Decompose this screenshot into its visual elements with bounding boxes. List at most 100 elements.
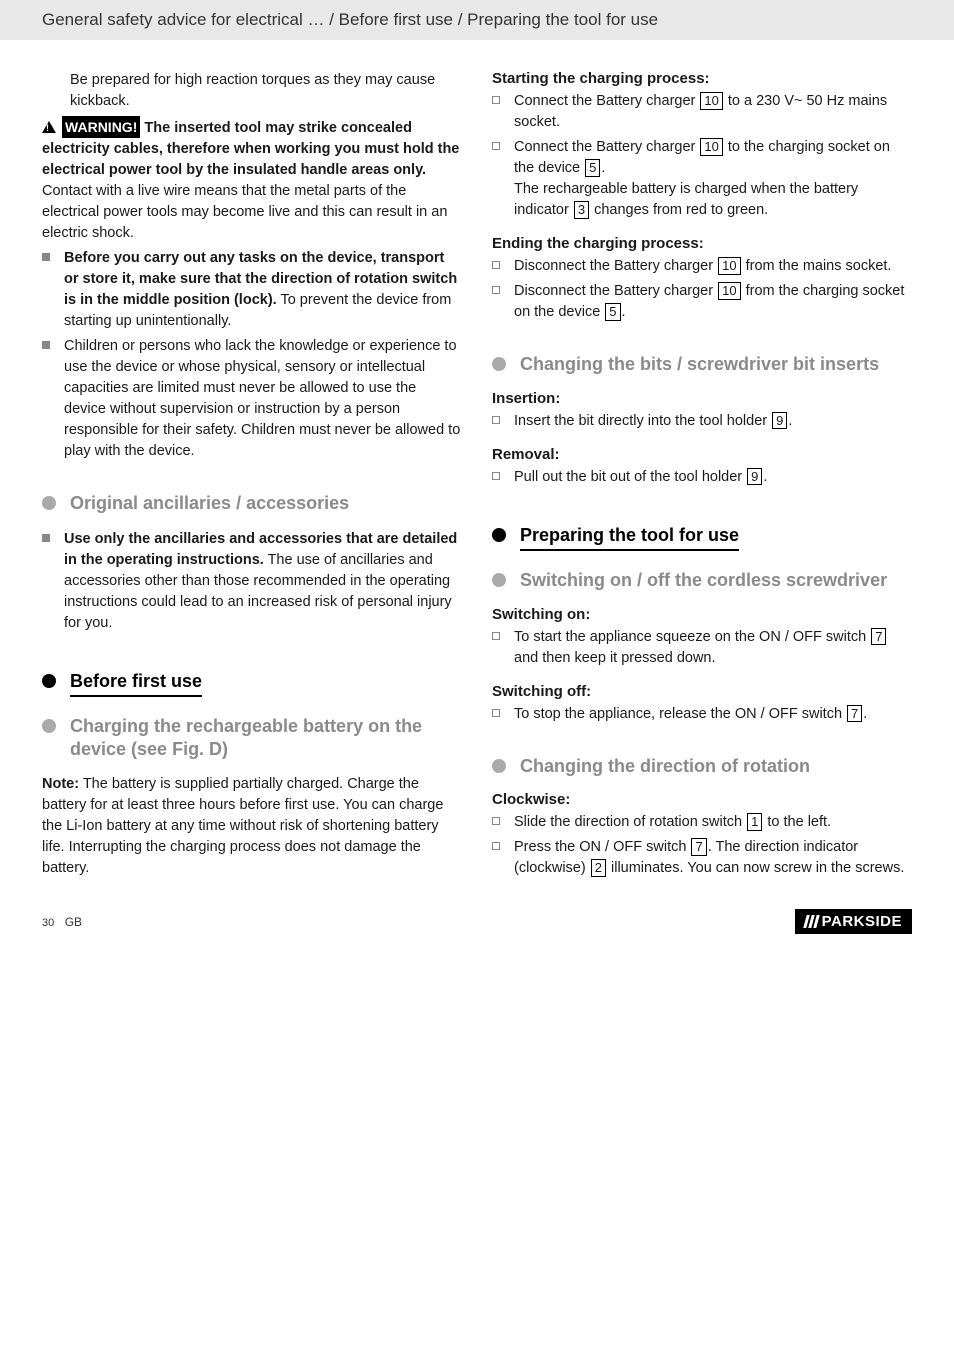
header-bar: General safety advice for electrical … /… [0,0,954,40]
h-before: Before first use [70,670,202,698]
ref-10: 10 [700,92,722,110]
dot-grey-icon [42,496,56,510]
list-text: Press the ON / OFF switch 7. The directi… [514,837,912,879]
square-bullet-icon [42,534,50,542]
list-item: Connect the Battery charger 10 to the ch… [492,137,912,221]
h-swoff: Switching off: [492,683,912,700]
note-label: Note: [42,776,79,792]
open-square-icon [492,261,500,269]
list-text: Connect the Battery charger 10 to the ch… [514,137,912,221]
h-end: Ending the charging process: [492,235,912,252]
open-square-icon [492,286,500,294]
ref-10: 10 [700,138,722,156]
ref-7: 7 [691,838,706,856]
header-title: General safety advice for electrical … /… [42,10,658,29]
square-bullet-icon [42,341,50,349]
h-removal: Removal: [492,446,912,463]
ref-7: 7 [871,628,886,646]
note-block: Note: The battery is supplied partially … [42,774,462,879]
section-charging: Charging the rechargeable battery on the… [42,715,462,760]
ref-5: 5 [585,159,600,177]
dot-grey-icon [492,357,506,371]
bullet-item: Children or persons who lack the knowled… [42,336,462,462]
page-info: 30 GB [42,913,82,931]
list-item: To start the appliance squeeze on the ON… [492,627,912,669]
h-bits: Changing the bits / screwdriver bit inse… [520,353,879,376]
page-number: 30 [42,917,54,929]
open-square-icon [492,472,500,480]
dot-grey-icon [42,719,56,733]
section-before: Before first use [42,670,462,698]
warning-triangle-icon [42,121,56,133]
dot-black-icon [42,674,56,688]
ref-2: 2 [591,859,606,877]
ref-7: 7 [847,705,862,723]
open-square-icon [492,817,500,825]
bullet-item: Before you carry out any tasks on the de… [42,248,462,332]
intro-text: Be prepared for high reaction torques as… [70,70,462,112]
open-square-icon [492,96,500,104]
h-cw: Clockwise: [492,791,912,808]
h-switch: Switching on / off the cordless screwdri… [520,569,887,592]
section-rotation: Changing the direction of rotation [492,755,912,778]
list-text: Disconnect the Battery charger 10 from t… [514,281,912,323]
h-start: Starting the charging process: [492,70,912,87]
h-ancillaries: Original ancillaries / accessories [70,492,349,515]
brand-logo: PARKSIDE [795,909,912,934]
list-item: Slide the direction of rotation switch 1… [492,812,912,833]
open-square-icon [492,842,500,850]
list-item: Disconnect the Battery charger 10 from t… [492,256,912,277]
list-text: To stop the appliance, release the ON / … [514,704,867,725]
b3-text: Children or persons who lack the knowled… [64,336,462,462]
section-prep: Preparing the tool for use [492,524,912,552]
section-ancillaries: Original ancillaries / accessories [42,492,462,515]
list-text: Slide the direction of rotation switch 1… [514,812,831,833]
note-body: The battery is supplied partially charge… [42,776,443,876]
bullet-text: Before you carry out any tasks on the de… [64,248,462,332]
open-square-icon [492,142,500,150]
brand-text: PARKSIDE [822,913,902,930]
footer: 30 GB PARKSIDE [0,899,954,952]
open-square-icon [492,709,500,717]
section-bits: Changing the bits / screwdriver bit inse… [492,353,912,376]
ref-1: 1 [747,813,762,831]
ref-3: 3 [574,201,589,219]
list-item: Disconnect the Battery charger 10 from t… [492,281,912,323]
dot-black-icon [492,528,506,542]
dot-grey-icon [492,759,506,773]
list-item: Press the ON / OFF switch 7. The directi… [492,837,912,879]
list-item: Insert the bit directly into the tool ho… [492,411,912,432]
column-right: Starting the charging process: Connect t… [492,70,912,879]
ref-10: 10 [718,257,740,275]
list-text: Disconnect the Battery charger 10 from t… [514,256,891,277]
list-text: To start the appliance squeeze on the ON… [514,627,912,669]
section-switch: Switching on / off the cordless screwdri… [492,569,912,592]
h-prep: Preparing the tool for use [520,524,739,552]
open-square-icon [492,632,500,640]
column-left: Be prepared for high reaction torques as… [42,70,462,879]
h-charging: Charging the rechargeable battery on the… [70,715,462,760]
page-region: GB [65,915,82,929]
dot-grey-icon [492,573,506,587]
content: Be prepared for high reaction torques as… [0,40,954,899]
list-item: Pull out the bit out of the tool holder … [492,467,912,488]
ref-10: 10 [718,282,740,300]
warning-rest: Contact with a live wire means that the … [42,183,447,241]
list-text: Connect the Battery charger 10 to a 230 … [514,91,912,133]
list-item: Connect the Battery charger 10 to a 230 … [492,91,912,133]
ref-5: 5 [605,303,620,321]
anc-text: Use only the ancillaries and accessories… [64,529,462,634]
h-swon: Switching on: [492,606,912,623]
list-item: To stop the appliance, release the ON / … [492,704,912,725]
brand-stripes-icon [805,915,818,928]
bullet-item: Use only the ancillaries and accessories… [42,529,462,634]
h-insertion: Insertion: [492,390,912,407]
ref-9: 9 [772,412,787,430]
ref-9: 9 [747,468,762,486]
square-bullet-icon [42,253,50,261]
open-square-icon [492,416,500,424]
warning-block: WARNING! The inserted tool may strike co… [42,116,462,244]
list-text: Pull out the bit out of the tool holder … [514,467,767,488]
h-rot: Changing the direction of rotation [520,755,810,778]
list-text: Insert the bit directly into the tool ho… [514,411,792,432]
